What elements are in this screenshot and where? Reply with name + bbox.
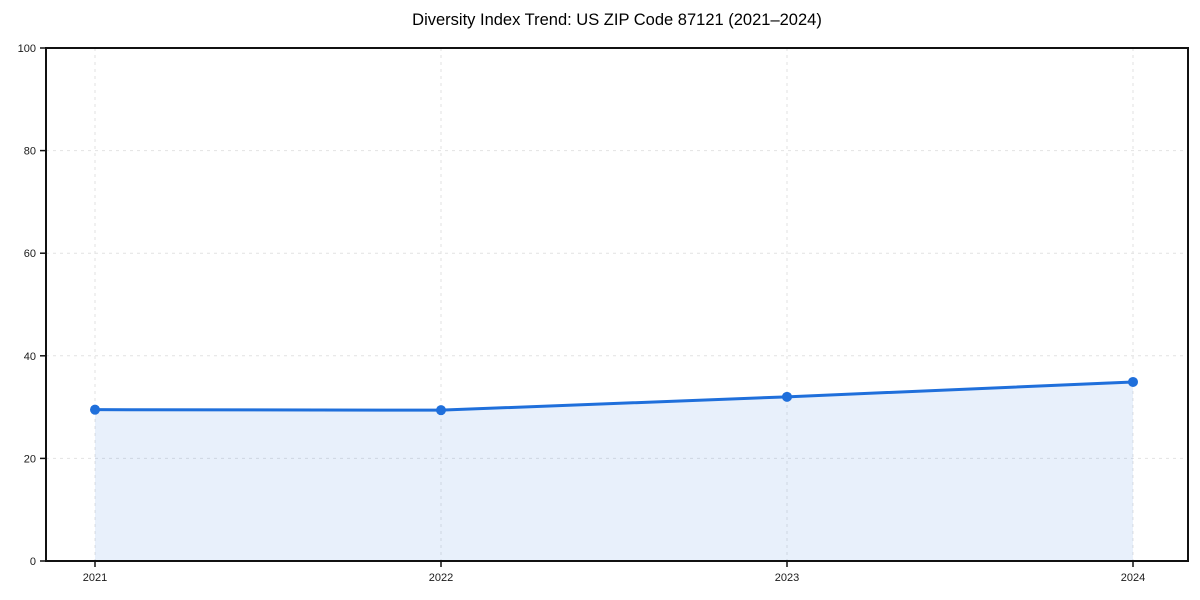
y-tick-label: 100 bbox=[18, 43, 36, 55]
x-tick-label: 2021 bbox=[83, 572, 107, 584]
y-tick-label: 20 bbox=[24, 453, 36, 465]
tick-labels: 0 20 40 60 80 100 2021 2022 2023 2024 bbox=[18, 43, 1146, 584]
y-tick-label: 40 bbox=[24, 351, 36, 363]
x-tick-label: 2024 bbox=[1121, 572, 1145, 584]
data-point-2021 bbox=[90, 404, 100, 415]
data-point-2024 bbox=[1128, 376, 1138, 387]
data-point-2022 bbox=[436, 405, 446, 416]
gridlines bbox=[46, 48, 1188, 561]
data-point-2023 bbox=[782, 391, 792, 402]
chart-title: Diversity Index Trend: US ZIP Code 87121… bbox=[412, 11, 822, 29]
tick-marks bbox=[40, 47, 1134, 567]
y-tick-label: 0 bbox=[30, 556, 36, 568]
plot-border bbox=[45, 47, 1189, 562]
y-tick-label: 60 bbox=[24, 248, 36, 260]
x-tick-label: 2022 bbox=[429, 572, 453, 584]
y-tick-label: 80 bbox=[24, 146, 36, 158]
area-fill bbox=[95, 381, 1133, 561]
x-tick-label: 2023 bbox=[775, 572, 799, 584]
trend-line bbox=[93, 380, 1135, 412]
